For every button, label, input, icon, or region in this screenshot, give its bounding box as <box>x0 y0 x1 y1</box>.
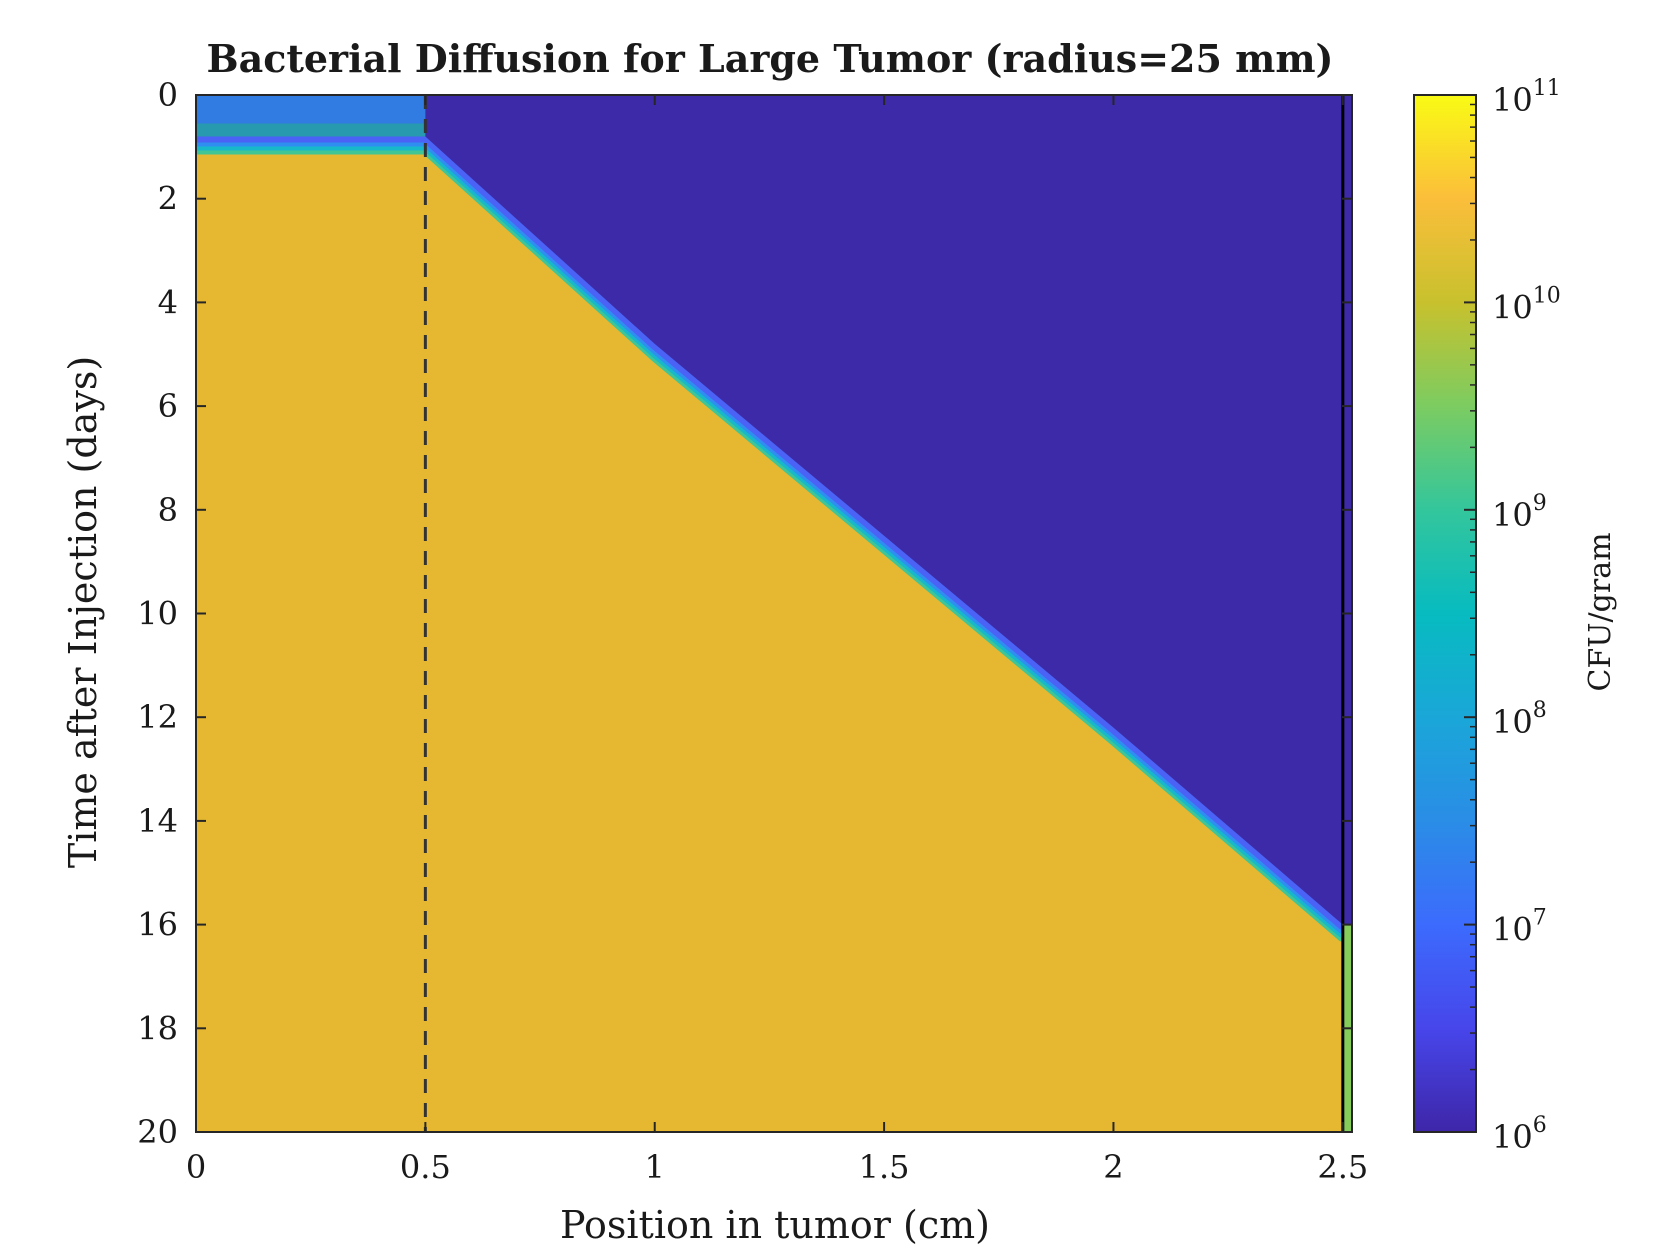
x-tick-label: 0 <box>186 1148 206 1186</box>
initial-injection-band <box>196 95 426 124</box>
initial-band-edge <box>196 123 426 137</box>
chart-title: Bacterial Diffusion for Large Tumor (rad… <box>206 36 1333 81</box>
x-tick-label: 2.5 <box>1317 1148 1368 1186</box>
y-tick-label: 4 <box>158 283 178 321</box>
y-tick-label: 8 <box>158 491 178 529</box>
y-tick-label: 18 <box>137 1009 178 1047</box>
x-tick-label: 0.5 <box>400 1148 451 1186</box>
y-tick-label: 16 <box>137 906 178 944</box>
x-tick-label: 1.5 <box>859 1148 910 1186</box>
y-axis-ticks: 0 2 4 6 8 10 12 14 16 18 20 <box>137 76 1352 1151</box>
x-tick-label: 1 <box>645 1148 665 1186</box>
y-tick-label: 14 <box>137 802 178 840</box>
y-axis-label: Time after Injection (days) <box>61 356 105 868</box>
x-axis-ticks: 0 0.5 1 1.5 2 2.5 <box>186 95 1368 1186</box>
colorbar-tick-label: 1011 <box>1492 76 1561 119</box>
y-tick-label: 2 <box>158 180 178 218</box>
y-tick-label: 20 <box>137 1113 178 1151</box>
x-tick-label: 2 <box>1103 1148 1123 1186</box>
front-gradient-line <box>196 134 1346 930</box>
x-axis-label: Position in tumor (cm) <box>560 1203 990 1247</box>
colorbar <box>1413 94 1477 1133</box>
colorbar-tick-label: 106 <box>1492 1113 1547 1156</box>
colorbar-label: CFU/gram <box>1583 532 1618 691</box>
colorbar-tick-label: 1010 <box>1492 283 1561 326</box>
y-tick-label: 10 <box>137 595 178 633</box>
colorbar-ticks: 106 107 108 109 1010 1011 <box>1464 76 1561 1156</box>
low-density-region <box>196 95 1352 925</box>
colorbar-tick-label: 109 <box>1492 491 1547 534</box>
y-tick-label: 0 <box>158 76 178 114</box>
y-tick-label: 12 <box>137 698 178 736</box>
plot-area <box>196 95 1352 1132</box>
colorbar-tick-label: 107 <box>1492 906 1547 949</box>
colorbar-tick-label: 108 <box>1492 698 1547 741</box>
y-tick-label: 6 <box>158 387 178 425</box>
